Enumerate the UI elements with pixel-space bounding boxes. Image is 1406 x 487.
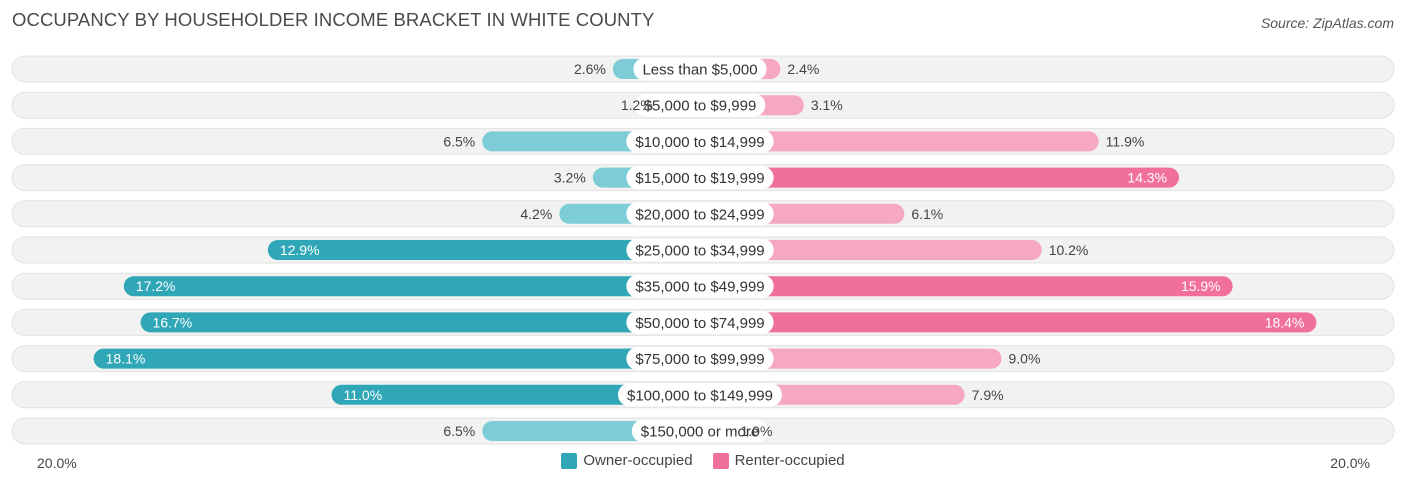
renter-value-label: 14.3% xyxy=(1127,170,1167,186)
renter-bar xyxy=(700,167,1180,188)
legend-swatch-renter xyxy=(712,452,729,469)
category-label: $10,000 to $14,999 xyxy=(635,134,764,151)
category-label: $150,000 or more xyxy=(641,424,759,441)
category-pill xyxy=(634,93,766,117)
category-pill xyxy=(626,274,774,298)
owner-value-label: 17.2% xyxy=(136,278,176,294)
owner-value-label: 18.1% xyxy=(106,351,146,367)
category-pill xyxy=(626,347,774,371)
legend-label-owner: Owner-occupied xyxy=(583,452,693,469)
category-pill xyxy=(626,166,774,190)
category-pill xyxy=(618,383,782,407)
owner-bar xyxy=(267,240,700,260)
legend-swatch-owner xyxy=(561,452,578,469)
owner-value-label: 16.7% xyxy=(153,314,193,330)
legend: Owner-occupied Renter-occupied xyxy=(0,452,1406,469)
category-label: $75,000 to $99,999 xyxy=(635,351,764,368)
renter-bar xyxy=(700,276,1233,297)
source-note: Source: ZipAtlas.com xyxy=(1260,15,1394,31)
owner-value-label: 11.0% xyxy=(344,387,383,403)
owner-bar xyxy=(93,348,700,369)
owner-bar xyxy=(123,276,701,297)
category-label: Less than $5,000 xyxy=(642,62,757,79)
legend-label-renter: Renter-occupied xyxy=(734,452,845,469)
renter-value-label: 2.4% xyxy=(787,61,819,77)
owner-value-label: 6.5% xyxy=(443,423,475,439)
axis-label-left: 20.0% xyxy=(37,455,77,471)
category-label: $20,000 to $24,999 xyxy=(635,206,764,223)
renter-value-label: 15.9% xyxy=(1181,278,1221,294)
renter-value-label: 3.1% xyxy=(811,97,843,113)
category-label: $25,000 to $34,999 xyxy=(635,243,764,260)
category-label: $50,000 to $74,999 xyxy=(635,315,764,332)
legend-item-renter[interactable]: Renter-occupied xyxy=(712,452,845,469)
chart-title: OCCUPANCY BY HOUSEHOLDER INCOME BRACKET … xyxy=(12,9,655,30)
renter-value-label: 1.0% xyxy=(741,423,773,439)
category-label: $15,000 to $19,999 xyxy=(635,170,764,187)
chart-plot: Less than $5,000 2.6% 2.4% $5,000 to $9,999… xyxy=(11,55,1395,445)
category-pill xyxy=(626,202,774,226)
category-pill xyxy=(626,129,774,153)
category-pill xyxy=(626,310,774,334)
renter-bar xyxy=(700,348,1002,369)
owner-value-label: 3.2% xyxy=(554,170,586,186)
category-pill xyxy=(633,57,767,81)
category-pill xyxy=(631,419,769,443)
owner-bar xyxy=(140,312,701,333)
renter-value-label: 18.4% xyxy=(1265,314,1305,330)
owner-value-label: 6.5% xyxy=(443,133,475,149)
category-label: $100,000 to $149,999 xyxy=(627,387,773,404)
renter-value-label: 6.1% xyxy=(911,206,943,222)
renter-value-label: 10.2% xyxy=(1049,242,1089,258)
legend-item-owner[interactable]: Owner-occupied xyxy=(561,452,693,469)
axis-label-right: 20.0% xyxy=(1330,455,1370,471)
owner-bar xyxy=(331,384,700,405)
renter-bar xyxy=(700,240,1042,260)
owner-value-label: 2.6% xyxy=(574,61,606,77)
owner-value-label: 12.9% xyxy=(280,242,320,258)
category-label: $5,000 to $9,999 xyxy=(644,98,757,115)
renter-bar xyxy=(700,131,1099,152)
category-pill xyxy=(626,238,774,262)
renter-value-label: 11.9% xyxy=(1106,133,1145,149)
renter-value-label: 9.0% xyxy=(1009,351,1041,367)
category-label: $35,000 to $49,999 xyxy=(635,279,764,296)
owner-value-label: 1.2% xyxy=(621,97,653,113)
owner-value-label: 4.2% xyxy=(520,206,552,222)
renter-bar xyxy=(700,312,1317,333)
renter-value-label: 7.9% xyxy=(972,387,1004,403)
